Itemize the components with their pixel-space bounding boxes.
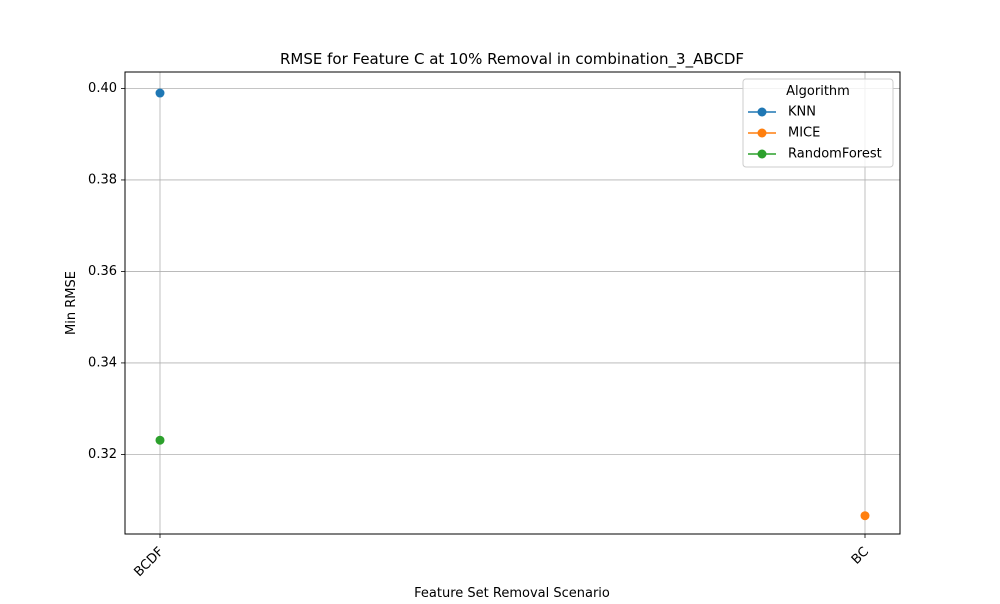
y-tick-label: 0.36 <box>88 264 117 279</box>
legend-title: Algorithm <box>786 84 850 99</box>
legend-entry-randomforest: RandomForest <box>748 147 882 162</box>
plot-area-frame <box>124 71 901 535</box>
x-axis-label: Feature Set Removal Scenario <box>414 586 610 600</box>
legend-marker <box>757 128 767 138</box>
legend-marker <box>757 107 767 117</box>
x-axis-ticks: BCDF BC <box>132 534 872 580</box>
data-point-randomforest <box>155 435 165 445</box>
data-point-mice <box>860 511 870 521</box>
legend-label: RandomForest <box>788 147 882 162</box>
y-axis-label: Min RMSE <box>64 271 79 335</box>
y-tick-label: 0.34 <box>88 355 117 370</box>
y-tick-label: 0.32 <box>88 447 117 462</box>
legend-entries: KNN MICE RandomForest <box>748 105 882 162</box>
y-tick-label: 0.38 <box>88 172 117 187</box>
legend-entry-knn: KNN <box>748 105 816 120</box>
x-tick-label: BCDF <box>132 544 168 580</box>
legend: Algorithm KNN MICE RandomForest <box>742 78 894 168</box>
legend-label: MICE <box>788 126 820 141</box>
y-axis-ticks: 0.32 0.34 0.36 0.38 0.40 <box>88 81 125 462</box>
legend-entry-mice: MICE <box>748 126 820 141</box>
chart-title: RMSE for Feature C at 10% Removal in com… <box>280 50 744 69</box>
x-tick-label: BC <box>849 544 872 567</box>
data-point-knn <box>155 88 165 98</box>
legend-label: KNN <box>788 105 816 120</box>
y-tick-label: 0.40 <box>88 81 117 96</box>
legend-marker <box>757 149 767 159</box>
legend-box <box>742 78 894 168</box>
data-points <box>155 88 870 521</box>
